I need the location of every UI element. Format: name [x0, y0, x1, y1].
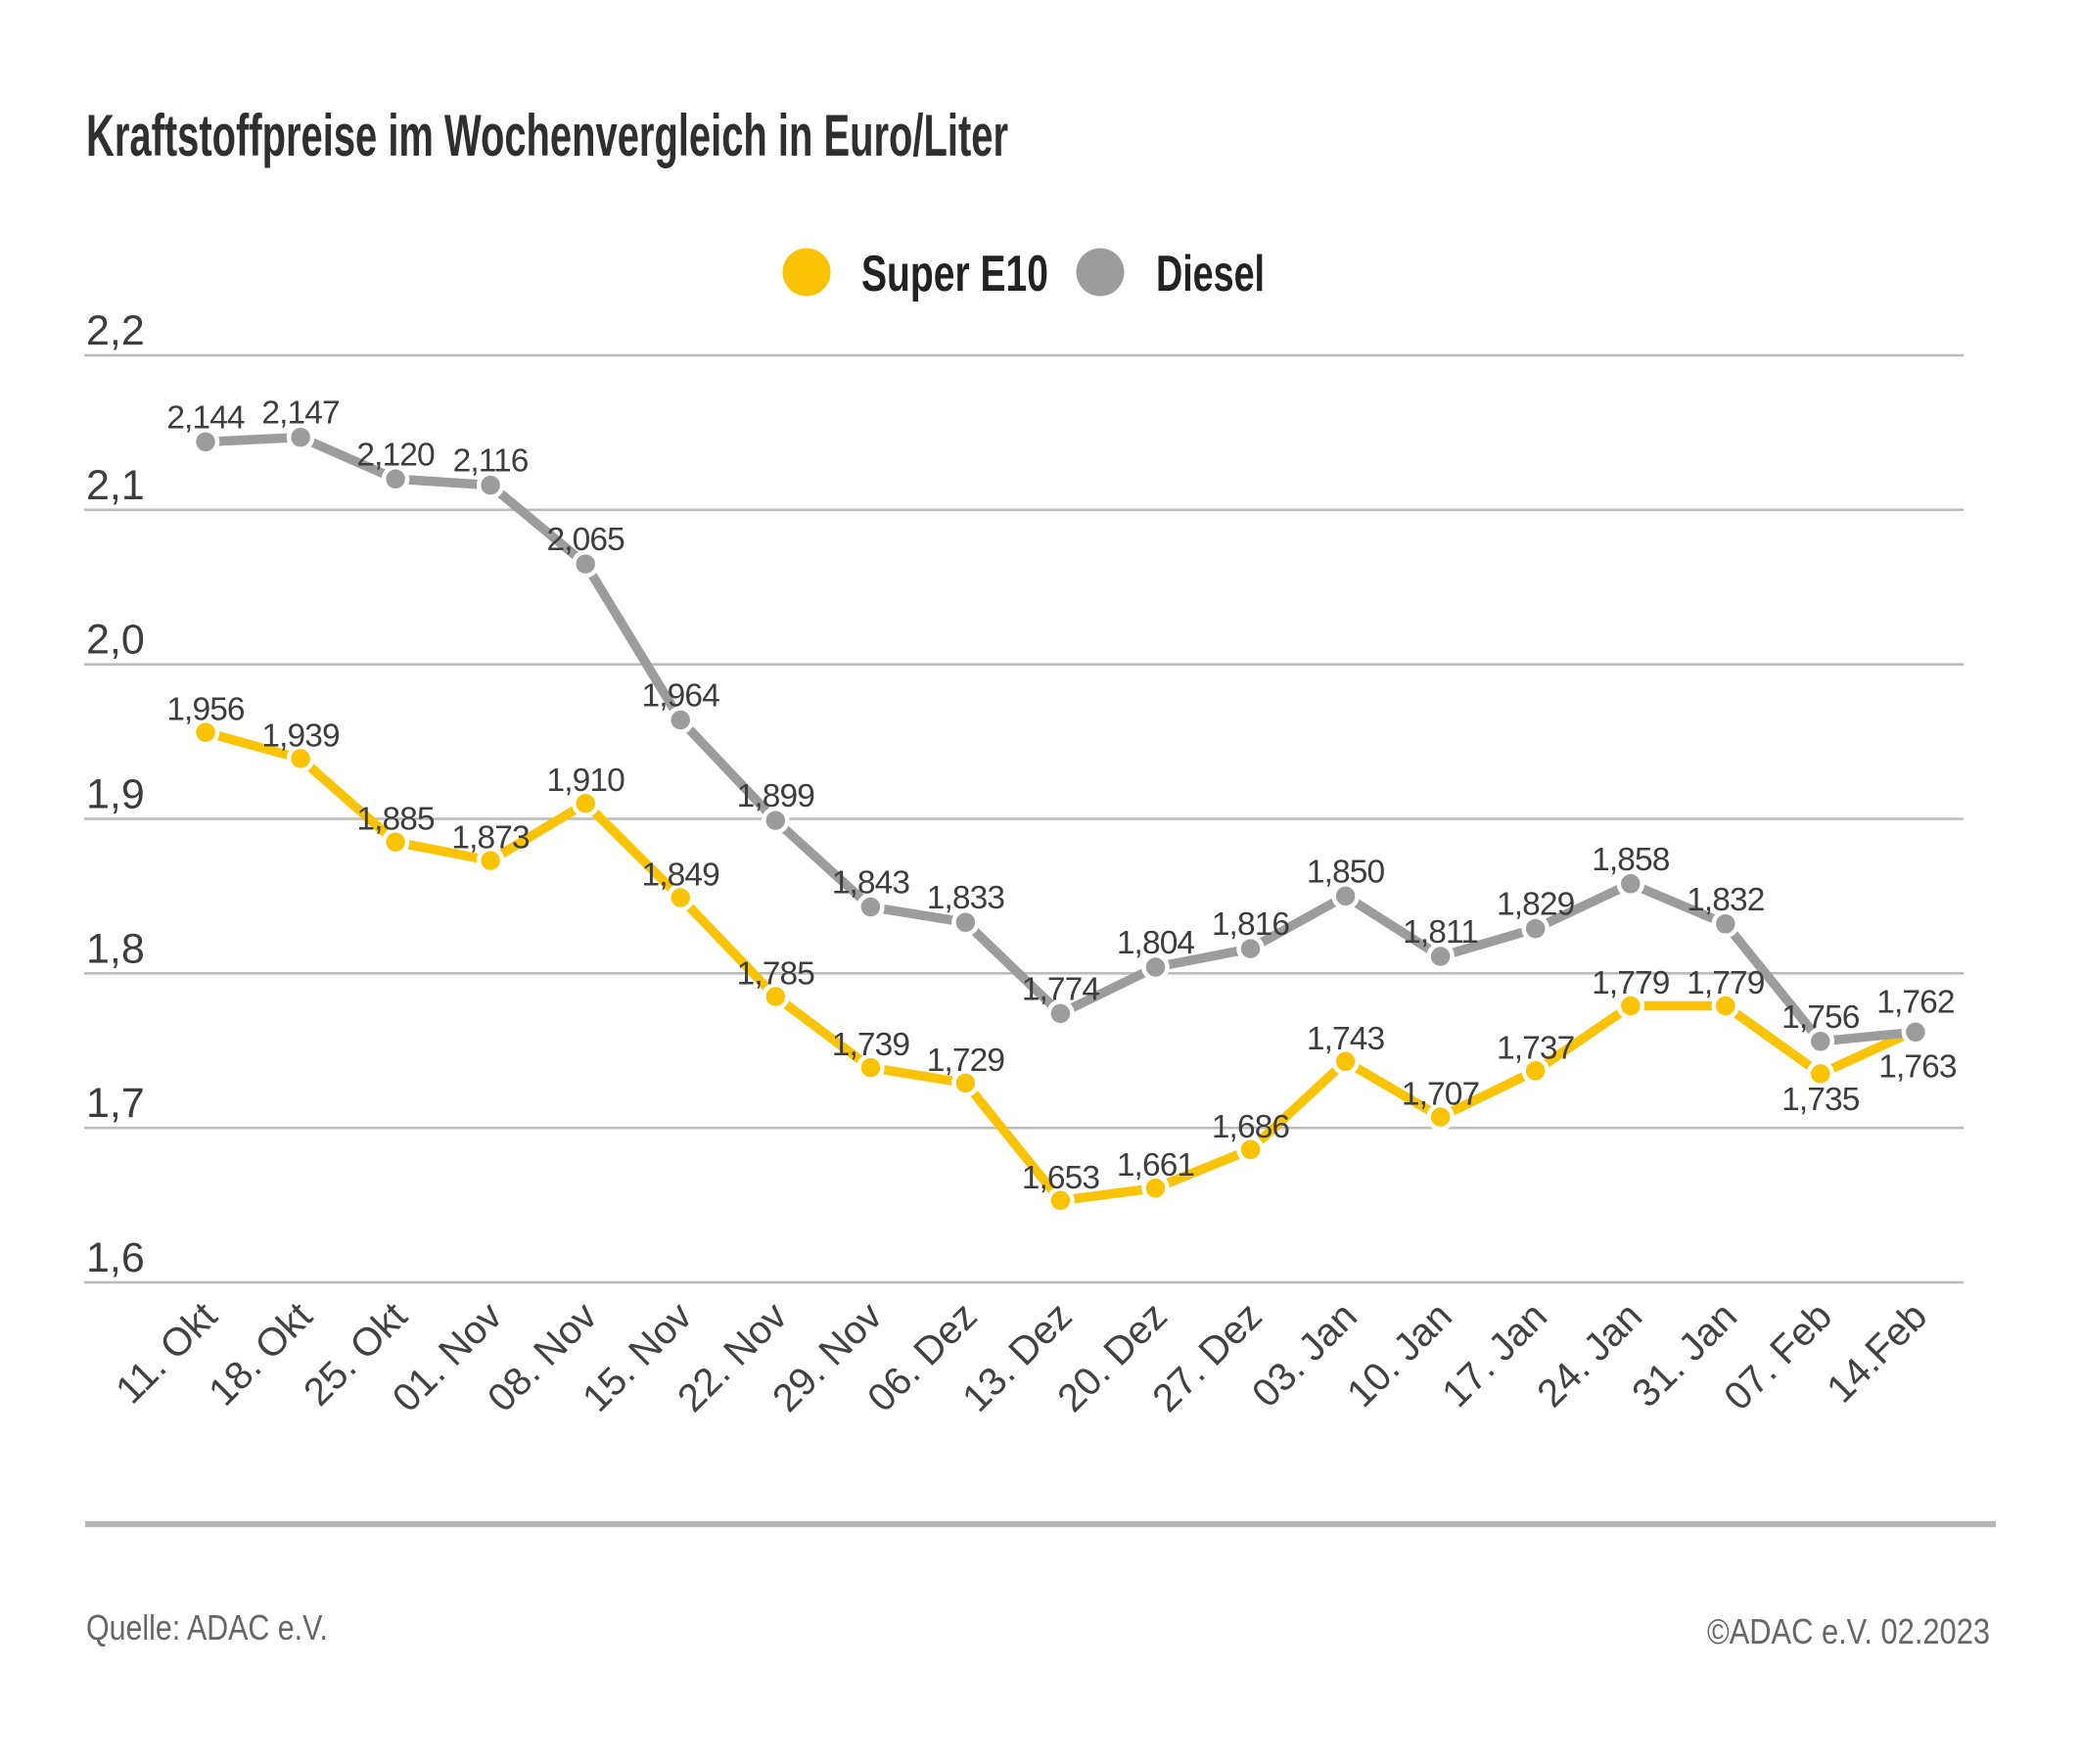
svg-text:1,756: 1,756 — [1781, 999, 1860, 1036]
svg-text:1,686: 1,686 — [1212, 1109, 1290, 1145]
svg-text:1,910: 1,910 — [547, 763, 625, 799]
svg-text:1,858: 1,858 — [1592, 842, 1670, 878]
svg-text:1,939: 1,939 — [261, 718, 340, 754]
svg-text:1,762: 1,762 — [1876, 984, 1954, 1020]
svg-text:1,964: 1,964 — [642, 678, 720, 715]
svg-text:1,850: 1,850 — [1307, 854, 1385, 890]
svg-text:1,7: 1,7 — [86, 1080, 145, 1127]
svg-text:1,763: 1,763 — [1878, 1049, 1957, 1086]
svg-text:1,873: 1,873 — [451, 820, 530, 857]
svg-text:1,729: 1,729 — [927, 1043, 1005, 1079]
svg-text:1,885: 1,885 — [356, 802, 435, 838]
svg-text:2,065: 2,065 — [547, 522, 625, 558]
svg-text:©ADAC e.V. 02.2023: ©ADAC e.V. 02.2023 — [1707, 1611, 1990, 1651]
svg-text:2,2: 2,2 — [86, 307, 145, 354]
svg-text:Kraftstoffpreise im Wochenverg: Kraftstoffpreise im Wochenvergleich in E… — [86, 103, 1008, 168]
svg-text:2,116: 2,116 — [453, 443, 529, 480]
svg-text:1,707: 1,707 — [1402, 1077, 1479, 1113]
svg-text:1,833: 1,833 — [927, 880, 1005, 916]
svg-text:1,8: 1,8 — [86, 925, 145, 972]
svg-text:Super E10: Super E10 — [861, 246, 1048, 302]
svg-text:1,843: 1,843 — [832, 865, 910, 902]
svg-text:2,120: 2,120 — [356, 437, 435, 473]
svg-text:1,6: 1,6 — [86, 1234, 145, 1281]
svg-text:1,849: 1,849 — [642, 858, 720, 894]
svg-text:1,779: 1,779 — [1687, 965, 1765, 1001]
svg-text:1,653: 1,653 — [1022, 1160, 1100, 1196]
svg-text:2,144: 2,144 — [166, 399, 245, 436]
svg-text:2,0: 2,0 — [86, 617, 145, 664]
svg-text:2,1: 2,1 — [86, 462, 145, 509]
svg-text:1,811: 1,811 — [1403, 914, 1478, 951]
svg-text:Quelle: ADAC e.V.: Quelle: ADAC e.V. — [86, 1607, 328, 1648]
svg-text:1,829: 1,829 — [1497, 887, 1575, 923]
svg-text:1,956: 1,956 — [166, 692, 245, 728]
svg-text:1,785: 1,785 — [737, 956, 815, 993]
svg-text:1,816: 1,816 — [1212, 906, 1290, 943]
svg-text:1,743: 1,743 — [1307, 1021, 1385, 1057]
svg-text:1,737: 1,737 — [1497, 1030, 1574, 1066]
svg-text:1,832: 1,832 — [1687, 882, 1764, 918]
svg-text:1,774: 1,774 — [1022, 971, 1100, 1007]
svg-text:1,739: 1,739 — [832, 1027, 910, 1063]
svg-text:1,735: 1,735 — [1781, 1082, 1860, 1118]
svg-text:1,899: 1,899 — [737, 778, 815, 814]
svg-text:Diesel: Diesel — [1156, 246, 1265, 302]
svg-text:1,9: 1,9 — [86, 771, 145, 818]
svg-text:1,779: 1,779 — [1592, 965, 1670, 1001]
svg-text:1,661: 1,661 — [1117, 1147, 1194, 1184]
svg-text:2,147: 2,147 — [261, 395, 339, 432]
svg-text:1,804: 1,804 — [1117, 925, 1195, 961]
